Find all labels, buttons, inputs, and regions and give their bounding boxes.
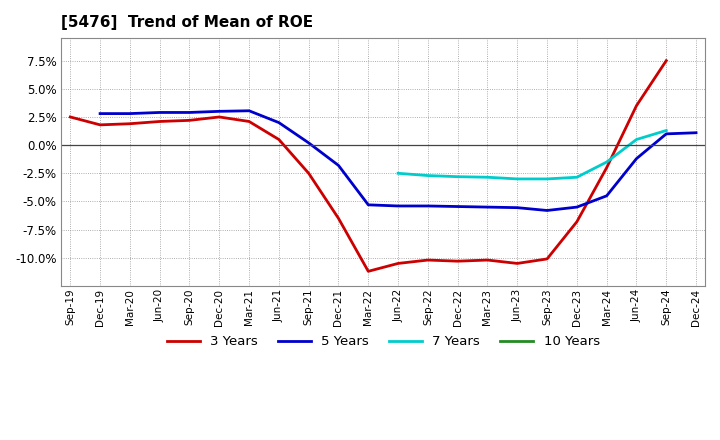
3 Years [274,137,283,142]
3 Years [66,114,75,120]
5 Years [454,204,462,209]
7 Years [394,171,402,176]
Line: 5 Years: 5 Years [100,111,696,210]
3 Years [334,216,343,221]
5 Years [603,193,611,198]
3 Years [305,171,313,176]
5 Years [483,205,492,210]
7 Years [572,175,581,180]
5 Years [185,110,194,115]
3 Years [96,122,104,128]
5 Years [513,205,521,210]
3 Years [156,119,164,124]
3 Years [662,58,670,63]
5 Years [394,203,402,209]
5 Years [364,202,373,208]
Text: [5476]  Trend of Mean of ROE: [5476] Trend of Mean of ROE [61,15,313,30]
5 Years [662,131,670,136]
7 Years [543,176,552,182]
Line: 7 Years: 7 Years [398,131,666,179]
5 Years [543,208,552,213]
3 Years [245,119,253,124]
7 Years [632,137,641,142]
3 Years [513,261,521,266]
3 Years [185,118,194,123]
5 Years [572,205,581,210]
5 Years [305,140,313,146]
5 Years [334,163,343,168]
3 Years [454,259,462,264]
3 Years [423,257,432,263]
5 Years [632,156,641,161]
5 Years [692,130,701,136]
3 Years [215,114,224,120]
7 Years [483,175,492,180]
7 Years [423,173,432,178]
5 Years [215,109,224,114]
3 Years [125,121,134,126]
5 Years [156,110,164,115]
3 Years [572,219,581,224]
3 Years [603,165,611,170]
3 Years [483,257,492,263]
5 Years [245,108,253,114]
5 Years [274,120,283,125]
3 Years [394,261,402,266]
Line: 3 Years: 3 Years [71,61,666,271]
5 Years [96,111,104,116]
7 Years [603,159,611,165]
7 Years [662,128,670,133]
Legend: 3 Years, 5 Years, 7 Years, 10 Years: 3 Years, 5 Years, 7 Years, 10 Years [161,330,605,354]
3 Years [632,103,641,108]
5 Years [125,111,134,116]
5 Years [423,203,432,209]
3 Years [364,269,373,274]
7 Years [513,176,521,182]
7 Years [454,174,462,180]
3 Years [543,256,552,261]
